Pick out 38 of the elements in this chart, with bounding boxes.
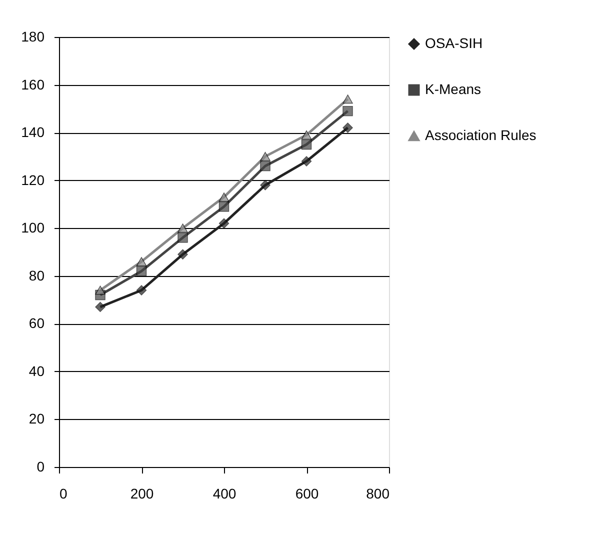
- point: [342, 122, 353, 133]
- point: [260, 180, 270, 190]
- y-tick-label: 180: [21, 28, 45, 44]
- x-tick-label: 600: [295, 486, 319, 502]
- point: [178, 232, 188, 243]
- point: [218, 192, 230, 202]
- y-tick-label: 40: [28, 362, 45, 379]
- point: [178, 249, 188, 260]
- y-tick-label: 100: [21, 220, 45, 236]
- point: [260, 152, 270, 161]
- point: [95, 286, 106, 295]
- y-tick-label: 0: [36, 458, 45, 474]
- y-tick-label: 20: [28, 410, 45, 427]
- legend-label: Association Rules: [425, 127, 536, 143]
- point: [260, 160, 270, 172]
- y-tick-label: 140: [21, 124, 45, 140]
- x-tick-label: 0: [60, 486, 68, 502]
- point: [178, 224, 188, 233]
- point: [342, 106, 353, 116]
- point: [218, 218, 230, 228]
- x-tick-label: 400: [212, 486, 236, 502]
- point: [136, 285, 147, 296]
- y-tick-label: 80: [28, 267, 45, 284]
- point: [301, 130, 312, 140]
- point: [136, 257, 147, 266]
- point: [136, 266, 147, 276]
- point: [301, 156, 312, 166]
- y-tick-label: 160: [21, 76, 45, 92]
- legend-label: K-Means: [425, 81, 482, 97]
- y-tick-label: 120: [21, 172, 45, 188]
- x-tick-label: 200: [130, 486, 154, 502]
- point: [301, 139, 312, 150]
- point: [342, 94, 353, 104]
- point: [95, 302, 106, 312]
- x-tick-label: 800: [366, 486, 390, 502]
- point: [218, 202, 230, 212]
- y-tick-label: 60: [28, 315, 45, 332]
- legend-label: OSA-SIH: [425, 35, 483, 51]
